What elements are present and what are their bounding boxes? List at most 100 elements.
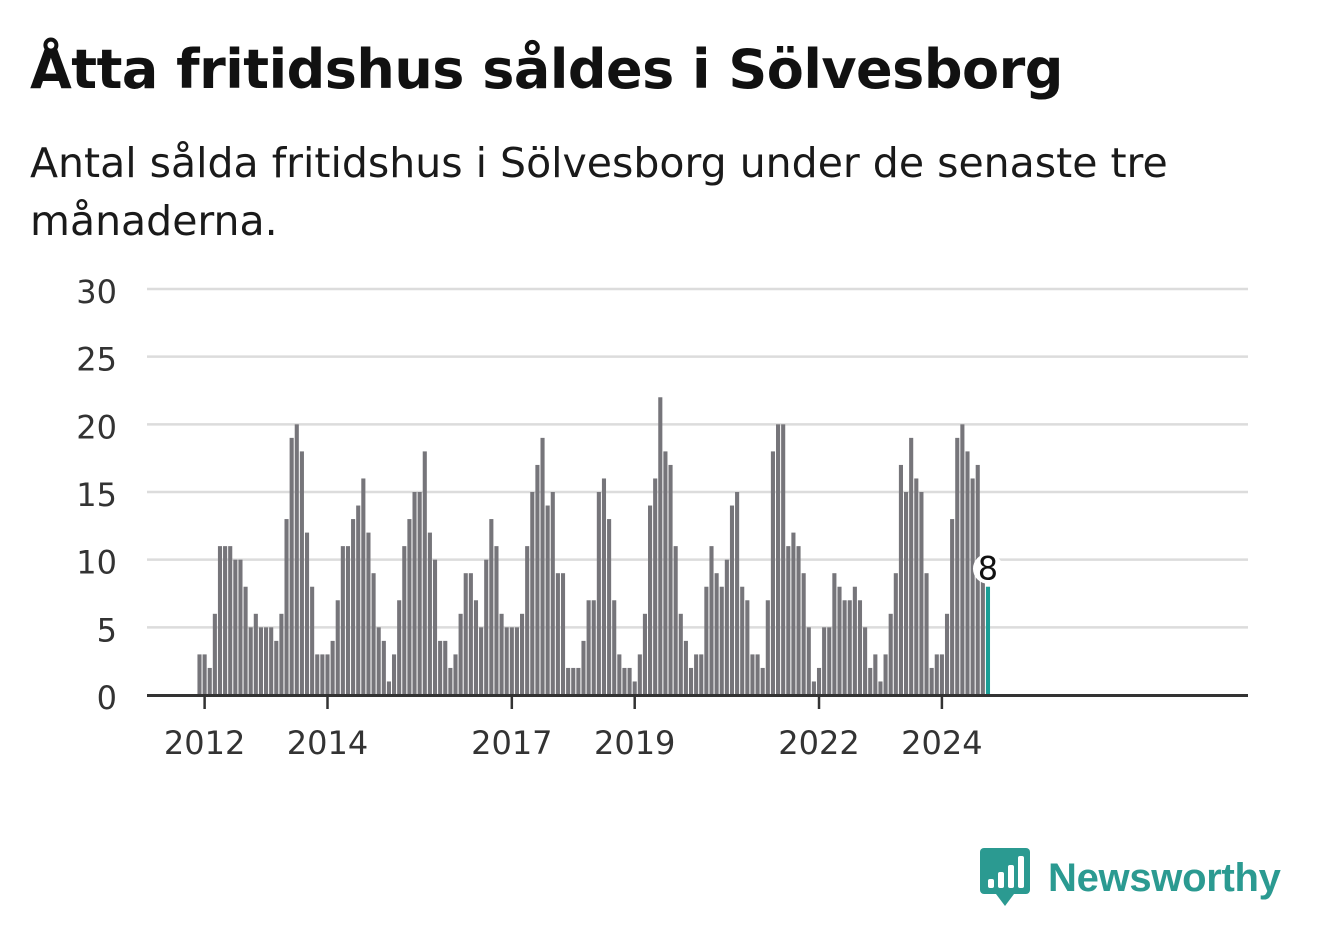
value-label: 8 [978, 550, 998, 588]
bar [304, 532, 310, 695]
bar [356, 505, 361, 695]
bar [719, 586, 724, 695]
bar [960, 424, 965, 695]
bar [898, 464, 903, 695]
bar [484, 559, 489, 695]
bar [863, 627, 868, 695]
bar [975, 464, 980, 695]
bar [801, 573, 806, 695]
bar [325, 654, 330, 695]
newsworthy-logo: Newsworthy [980, 848, 1281, 908]
bar [740, 586, 745, 695]
bar [571, 667, 576, 695]
bar [422, 451, 427, 695]
x-tick-label: 2012 [164, 724, 245, 762]
bar [909, 437, 914, 695]
bar [248, 627, 253, 695]
bar [776, 424, 781, 695]
bar [299, 451, 304, 695]
bar [453, 654, 458, 695]
bar [514, 627, 519, 695]
bar [560, 573, 566, 695]
bar [842, 600, 847, 695]
bar [479, 627, 484, 695]
bar [714, 573, 719, 695]
bar [371, 573, 376, 695]
bar [806, 627, 811, 695]
x-tick-label: 2024 [901, 724, 982, 762]
bar [607, 519, 612, 695]
bar [612, 600, 617, 695]
bar [852, 586, 857, 695]
bar [381, 640, 386, 695]
bar [924, 573, 929, 695]
y-tick-label: 30 [76, 273, 117, 311]
value-label-halo [972, 553, 1003, 584]
bar [832, 573, 837, 695]
bar [755, 654, 760, 695]
bar [366, 532, 371, 695]
bar [658, 397, 663, 695]
bar [468, 573, 473, 695]
bar [786, 546, 791, 695]
chart-title: Åtta fritidshus såldes i Sölvesborg [30, 38, 1063, 101]
bar [857, 600, 863, 695]
bar [397, 600, 402, 695]
bar [264, 627, 269, 695]
bar [704, 586, 709, 695]
bar [412, 492, 417, 695]
brand-name: Newsworthy [1048, 855, 1281, 900]
bar [950, 519, 955, 695]
bar [735, 492, 740, 695]
bar [837, 586, 842, 695]
bar [847, 600, 852, 695]
bar [591, 600, 596, 695]
bar [724, 559, 729, 695]
bar [417, 492, 422, 695]
bar [965, 451, 970, 695]
bar [576, 667, 581, 695]
bar [770, 451, 775, 695]
bar [320, 654, 325, 695]
bar [386, 681, 391, 695]
bar [530, 492, 535, 695]
bar-chart: 0 5 10 15 20 25 30 2012 2014 2017 2019 2022 2024 8 [76, 273, 1248, 762]
x-tick-label: 2017 [471, 724, 552, 762]
bar [473, 600, 479, 695]
bar [745, 600, 750, 695]
bar [581, 640, 586, 695]
bar [622, 667, 627, 695]
bar [811, 681, 816, 695]
bar [443, 640, 448, 695]
bar [760, 667, 765, 695]
bar [289, 437, 294, 695]
bar [668, 464, 673, 695]
bar [868, 667, 873, 695]
bar [509, 627, 514, 695]
bar [340, 546, 345, 695]
bar [540, 437, 545, 695]
bar [781, 424, 786, 695]
bar [504, 627, 509, 695]
bar [791, 532, 796, 695]
bar [555, 573, 560, 695]
bar [207, 667, 212, 695]
bar [525, 546, 530, 695]
bar [729, 505, 735, 695]
bar [284, 519, 289, 695]
bar [827, 627, 832, 695]
bar [678, 613, 683, 695]
bar [642, 613, 647, 695]
bar [427, 532, 432, 695]
bar [217, 546, 223, 695]
bar [489, 519, 494, 695]
bar [258, 627, 263, 695]
bar [586, 600, 591, 695]
bar [432, 559, 438, 695]
bar [494, 546, 499, 695]
bar [330, 640, 335, 695]
bar [888, 613, 893, 695]
bar [448, 667, 453, 695]
chart-subtitle: Antal sålda fritidshus i Sölvesborg unde… [30, 139, 1168, 245]
bar [929, 667, 934, 695]
